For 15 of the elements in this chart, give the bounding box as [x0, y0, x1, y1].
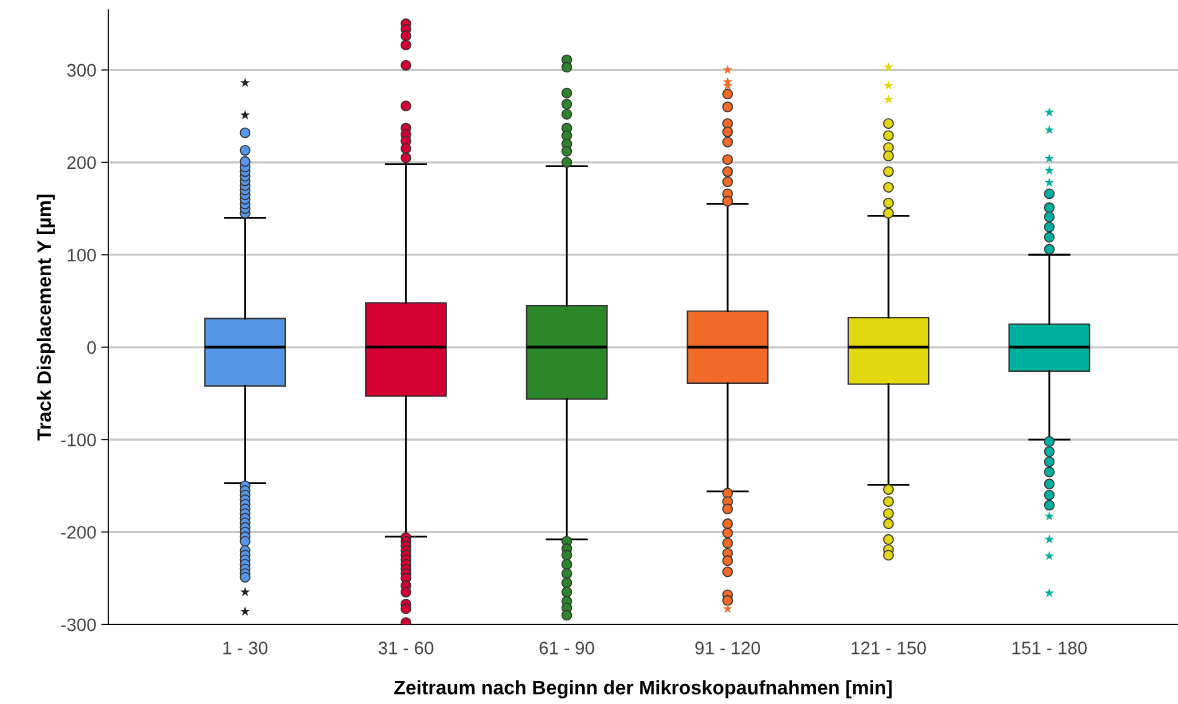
y-axis-title: Track Displacement Y [µm] — [36, 194, 55, 441]
x-tick-label: 121 - 150 — [851, 641, 926, 655]
y-tick-label: -200 — [61, 525, 96, 539]
y-tick-label: 200 — [67, 156, 96, 170]
x-tick-label: 61 - 90 — [539, 641, 595, 655]
y-tick-label: -300 — [61, 618, 96, 632]
y-tick-label: -100 — [61, 433, 96, 447]
y-tick-label: 100 — [67, 248, 96, 262]
x-tick-label: 1 - 30 — [223, 641, 268, 655]
x-tick-label: 91 - 120 — [695, 641, 761, 655]
y-tick-label: 300 — [67, 63, 96, 77]
x-axis-title: Zeitraum nach Beginn der Mikroskopaufnahmen [min] — [394, 680, 892, 699]
x-tick-label: 31 - 60 — [378, 641, 434, 655]
x-tick-label: 151 - 180 — [1012, 641, 1087, 655]
y-tick-label: 0 — [87, 341, 96, 354]
